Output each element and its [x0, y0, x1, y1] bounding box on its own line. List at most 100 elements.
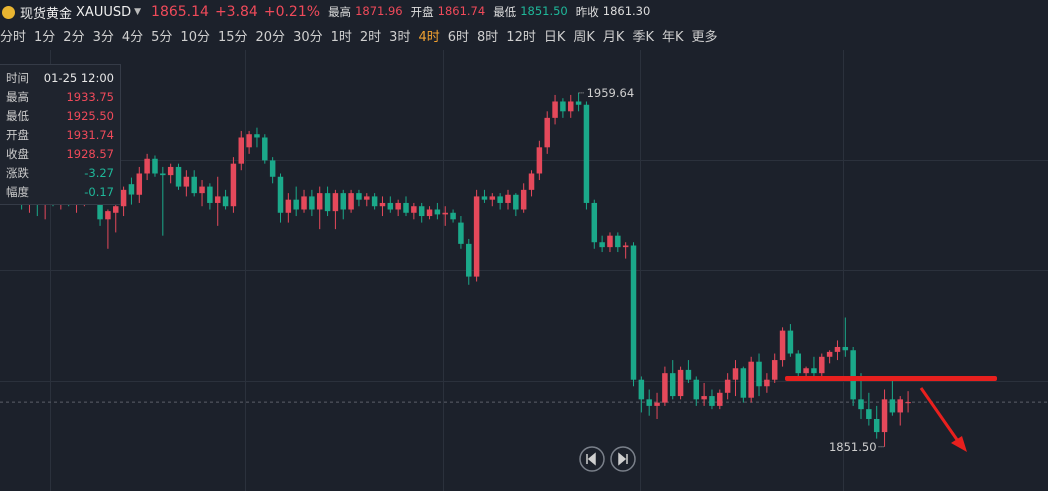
price: 1865.14 — [151, 4, 209, 20]
tab[interactable]: 日K — [543, 30, 566, 45]
tab[interactable]: 更多 — [691, 30, 718, 45]
dropdown[interactable]: ▼ — [134, 7, 142, 17]
candle-body — [505, 194, 511, 203]
candle-body — [285, 199, 292, 213]
stat-value: 1871.96 — [355, 4, 403, 18]
candle-body — [779, 330, 786, 361]
candle-body — [230, 163, 237, 207]
timeframe-tabs: 分时 1分 2分 3分 4分 5分 10分 15分 20分 30分 1时 2时 3时 4时 6时 8时 12时日… — [0, 26, 726, 46]
tab[interactable]: 1时 — [330, 30, 352, 45]
candle-body — [528, 173, 535, 190]
tooltip-label: 幅度 — [6, 184, 29, 199]
tab[interactable]: 5分 — [151, 30, 173, 45]
candle-body — [426, 209, 433, 217]
candle-body — [819, 356, 825, 374]
tooltip-value: 1933.75 — [66, 89, 114, 104]
candle-body — [309, 196, 315, 210]
stat-label: 最高 — [328, 5, 352, 19]
candle-body — [591, 202, 598, 243]
candle-body — [630, 245, 637, 380]
tooltip-label: 最低 — [6, 108, 29, 123]
candle-body — [638, 379, 645, 400]
candle-body — [787, 330, 794, 354]
candle-body — [183, 176, 190, 187]
candle-body — [568, 101, 574, 112]
tab[interactable]: 年K — [661, 30, 684, 45]
tab[interactable]: 周K — [573, 30, 595, 45]
candle-body — [717, 392, 723, 406]
candle-body — [756, 361, 762, 387]
candle-body — [646, 399, 652, 406]
candle-body — [364, 196, 370, 200]
tab[interactable]: 1分 — [34, 30, 56, 45]
tooltip-row: 幅度 -0.17 — [0, 182, 120, 201]
stat-label: 昨收 — [575, 5, 599, 19]
candle-body — [238, 137, 245, 164]
candle-body — [97, 199, 103, 220]
change-pct: +0.21% — [263, 4, 321, 20]
tab[interactable]: 2分 — [63, 30, 85, 45]
tooltip-row: 时间 01-25 12:00 — [0, 68, 120, 87]
gold-icon — [2, 5, 15, 19]
candle-body — [269, 160, 276, 177]
candle-body — [301, 196, 307, 210]
candle-body — [120, 189, 127, 207]
candle-body — [795, 353, 801, 374]
stats: 最高 1871.96 开盘 1861.74 最低 1851.50 昨收 1861.30 — [328, 4, 658, 20]
tooltip-label: 涨跌 — [6, 165, 29, 180]
tab[interactable]: 30分 — [293, 30, 323, 45]
tab[interactable]: 2时 — [359, 30, 382, 45]
grid — [0, 50, 1048, 491]
tab[interactable]: 8时 — [477, 30, 499, 45]
candle-body — [214, 196, 221, 203]
candle-body — [669, 373, 676, 397]
tab[interactable]: 6时 — [447, 30, 470, 45]
candle-body — [473, 196, 480, 277]
candle-body — [552, 101, 558, 118]
tab[interactable]: 月K — [602, 30, 625, 45]
candle-body — [379, 202, 386, 207]
tab[interactable]: 4时 — [418, 30, 440, 45]
tab[interactable]: 20分 — [255, 30, 286, 45]
tooltip-row: 涨跌 -3.27 — [0, 163, 120, 182]
stat-label: 开盘 — [410, 5, 434, 19]
symbol[interactable]: XAUUSD — [76, 4, 132, 20]
tab[interactable]: 3时 — [389, 30, 411, 45]
low-label: 1851.50 — [829, 440, 877, 454]
candle-body — [332, 193, 339, 212]
tab[interactable]: 12时 — [506, 30, 536, 45]
candle-body — [599, 242, 605, 248]
drawn-line — [785, 376, 997, 381]
header: 现货黄金 XAUUSD ▼ 1865.14 +3.84 +0.21% 最高 187… — [0, 0, 658, 24]
tab[interactable]: 季K — [632, 30, 654, 45]
tab[interactable]: 15分 — [217, 30, 248, 45]
candle-body — [324, 193, 331, 212]
candle-body — [811, 368, 817, 374]
tab[interactable]: 10分 — [180, 30, 210, 45]
tooltip-label: 最高 — [6, 89, 29, 104]
candle-body — [246, 134, 252, 148]
tab[interactable]: 3分 — [92, 30, 114, 45]
candle-body — [873, 418, 880, 433]
candle-body — [144, 158, 150, 174]
candle-body — [897, 399, 903, 413]
candle-body — [293, 199, 299, 210]
candle-body — [113, 206, 119, 213]
tab[interactable]: 分时 — [0, 30, 27, 45]
candle-body — [858, 399, 864, 410]
candle-body — [434, 209, 441, 215]
tooltip-value: -3.27 — [84, 165, 114, 180]
drawn-arrow — [919, 387, 962, 445]
tooltip-row: 收盘 1928.57 — [0, 144, 120, 163]
tab[interactable]: 4分 — [121, 30, 144, 45]
tooltip: 时间 01-25 12:00 最高 1933.75 最低 1925.50 开盘 1931.74… — [0, 64, 121, 205]
candle-body — [709, 396, 715, 406]
candle-body — [348, 193, 354, 210]
tooltip-label: 收盘 — [6, 146, 29, 161]
candle-body — [615, 235, 621, 248]
candle-body — [497, 196, 503, 203]
tooltip-label: 时间 — [6, 70, 29, 85]
candle-body — [167, 166, 174, 176]
candle-body — [764, 379, 770, 387]
